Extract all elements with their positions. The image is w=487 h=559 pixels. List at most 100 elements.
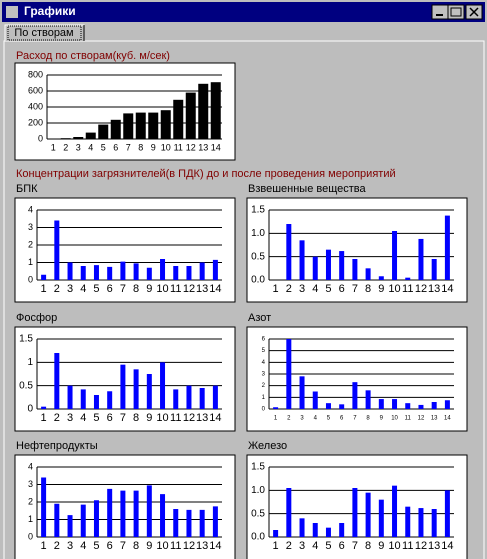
y-tick-label: 1.5	[19, 334, 33, 345]
x-tick-label: 5	[93, 283, 99, 295]
y-tick-label: 200	[28, 117, 43, 127]
bar	[186, 509, 192, 537]
bar	[120, 261, 126, 280]
bar	[146, 267, 152, 280]
x-tick-label: 10	[391, 416, 398, 422]
x-tick-label: 1	[273, 283, 279, 295]
x-tick-label: 7	[120, 540, 126, 552]
x-tick-label: 13	[431, 416, 438, 422]
x-tick-label: 4	[312, 283, 318, 295]
x-tick-label: 10	[156, 412, 168, 424]
bar	[392, 231, 398, 280]
x-tick-label: 6	[107, 540, 113, 552]
y-tick-label: 0.5	[251, 508, 265, 519]
bar	[299, 240, 305, 280]
x-tick-label: 6	[340, 416, 344, 422]
bar	[107, 488, 113, 537]
x-tick-label: 13	[196, 283, 208, 295]
y-tick-label: 0.5	[251, 251, 265, 262]
bar	[186, 266, 192, 280]
bar	[146, 374, 152, 409]
y-tick-label: 600	[28, 85, 43, 95]
x-tick-label: 10	[161, 142, 171, 152]
bar	[431, 509, 437, 537]
x-tick-label: 9	[378, 283, 384, 295]
x-tick-label: 12	[415, 540, 427, 552]
bar	[286, 339, 292, 409]
maximize-icon	[450, 7, 462, 17]
x-tick-label: 8	[138, 142, 143, 152]
bar	[120, 364, 126, 409]
bar	[378, 276, 384, 280]
bar	[160, 494, 166, 537]
bar	[339, 251, 345, 280]
x-tick-label: 9	[151, 142, 156, 152]
bar	[444, 490, 450, 537]
bar	[273, 530, 279, 537]
bar	[54, 353, 60, 409]
bar	[67, 262, 73, 280]
x-tick-label: 12	[186, 142, 196, 152]
tab-label[interactable]: По створам	[14, 27, 73, 39]
y-tick-label: 0.0	[251, 532, 265, 543]
bar	[148, 112, 159, 139]
bar	[185, 92, 196, 139]
window-buttons	[431, 4, 483, 20]
x-tick-label: 11	[402, 283, 413, 295]
x-tick-label: 1	[51, 142, 56, 152]
maximize-button[interactable]	[447, 4, 465, 20]
x-tick-label: 2	[286, 283, 292, 295]
y-tick-label: 2	[262, 383, 266, 389]
y-tick-label: 5	[262, 348, 266, 354]
bar	[67, 515, 73, 537]
x-tick-label: 13	[428, 540, 440, 552]
x-tick-label: 3	[299, 283, 305, 295]
x-tick-label: 12	[183, 540, 195, 552]
bar	[133, 263, 139, 280]
minimize-button[interactable]	[431, 4, 449, 20]
bar	[444, 400, 450, 409]
x-tick-label: 3	[300, 416, 304, 422]
x-tick-label: 14	[441, 283, 453, 295]
bar	[418, 404, 424, 409]
x-tick-label: 10	[156, 540, 168, 552]
x-tick-label: 5	[93, 412, 99, 424]
x-tick-label: 13	[198, 142, 208, 152]
x-tick-label: 14	[444, 416, 451, 422]
x-tick-label: 11	[174, 142, 183, 152]
x-tick-label: 7	[352, 283, 358, 295]
bar	[325, 527, 331, 537]
bar	[135, 112, 146, 139]
bar	[365, 492, 371, 537]
bar	[273, 407, 279, 409]
bar	[107, 266, 113, 280]
x-tick-label: 4	[314, 416, 318, 422]
bar	[160, 259, 166, 280]
bar	[146, 485, 152, 537]
y-tick-label: 0	[28, 274, 33, 284]
y-tick-label: 1.0	[251, 485, 265, 496]
y-tick-label: 800	[28, 69, 43, 79]
bar	[418, 238, 424, 280]
x-tick-label: 2	[54, 412, 60, 424]
section-label: Концентрации загрязнителей(в ПДК) до и п…	[16, 168, 396, 180]
bar	[80, 389, 86, 409]
x-tick-label: 1	[274, 416, 278, 422]
x-tick-label: 13	[196, 540, 208, 552]
x-tick-label: 12	[183, 412, 195, 424]
chart-box	[14, 197, 236, 303]
x-tick-label: 3	[76, 142, 81, 152]
x-tick-label: 12	[415, 283, 427, 295]
x-tick-label: 8	[133, 412, 139, 424]
bar	[85, 132, 96, 139]
bar	[41, 406, 47, 409]
x-tick-label: 5	[325, 283, 331, 295]
x-tick-label: 7	[352, 540, 358, 552]
x-tick-label: 3	[67, 540, 73, 552]
bar	[199, 388, 205, 409]
y-tick-label: 3	[28, 222, 33, 232]
bar	[93, 395, 99, 409]
y-tick-label: 1.0	[251, 228, 265, 239]
bar	[98, 124, 109, 139]
